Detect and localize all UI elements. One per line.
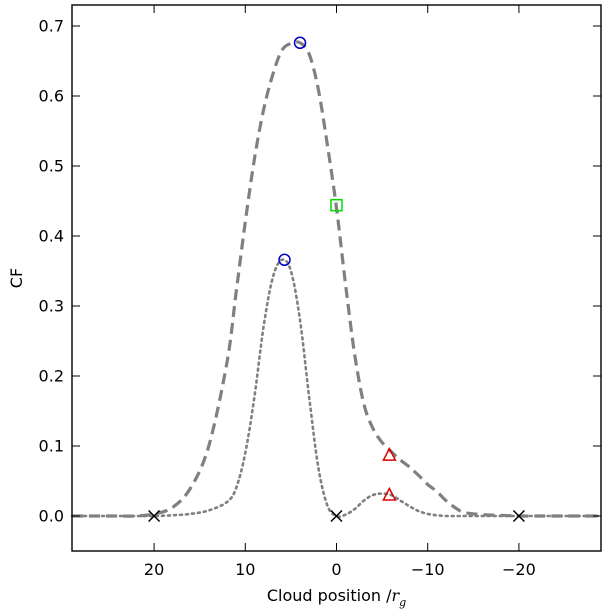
tick-layer: 20 10 0 −10 −20 0.0 0.1 0.2 0.3 0.4 0.5 0.6 0.7 xyxy=(39,5,601,579)
y-tick-label: 0.3 xyxy=(39,297,64,316)
marker-layer xyxy=(148,36,525,523)
marker-x xyxy=(512,509,525,523)
marker-x xyxy=(330,509,343,523)
plot-frame xyxy=(71,4,602,552)
x-tick-label: 20 xyxy=(144,560,164,579)
series-layer xyxy=(70,40,602,518)
y-tick-label: 0.1 xyxy=(39,437,64,456)
marker-triangle xyxy=(382,486,397,501)
x-axis-label: Cloud position /rg xyxy=(267,586,406,609)
marker-x-stroke xyxy=(512,509,525,523)
marker-x-stroke xyxy=(148,509,161,523)
marker-x xyxy=(148,509,161,523)
x-axis-label-subscript: g xyxy=(399,596,406,609)
y-tick-label: 0.4 xyxy=(39,227,64,246)
marker-square xyxy=(330,198,343,212)
marker-triangle xyxy=(382,446,397,461)
x-tick-label: 0 xyxy=(331,560,341,579)
x-axis-label-symbol: r xyxy=(391,586,400,605)
x-tick-label: −20 xyxy=(502,560,536,579)
y-tick-label: 0.6 xyxy=(39,87,64,106)
marker-circle xyxy=(293,36,307,50)
marker-x-stroke xyxy=(330,509,343,523)
x-axis-label-text: Cloud position / xyxy=(267,586,392,605)
y-tick-label: 0.7 xyxy=(39,17,64,36)
x-tick-label: −10 xyxy=(411,560,445,579)
y-axis-label: CF xyxy=(7,268,26,288)
marker-circle xyxy=(278,253,291,267)
series-dashed-line xyxy=(71,40,601,518)
x-tick-label: 10 xyxy=(235,560,255,579)
series-dotted-line xyxy=(70,258,602,518)
y-tick-label: 0.5 xyxy=(39,157,64,176)
y-tick-label: 0.2 xyxy=(39,367,64,386)
y-tick-label: 0.0 xyxy=(39,507,64,526)
